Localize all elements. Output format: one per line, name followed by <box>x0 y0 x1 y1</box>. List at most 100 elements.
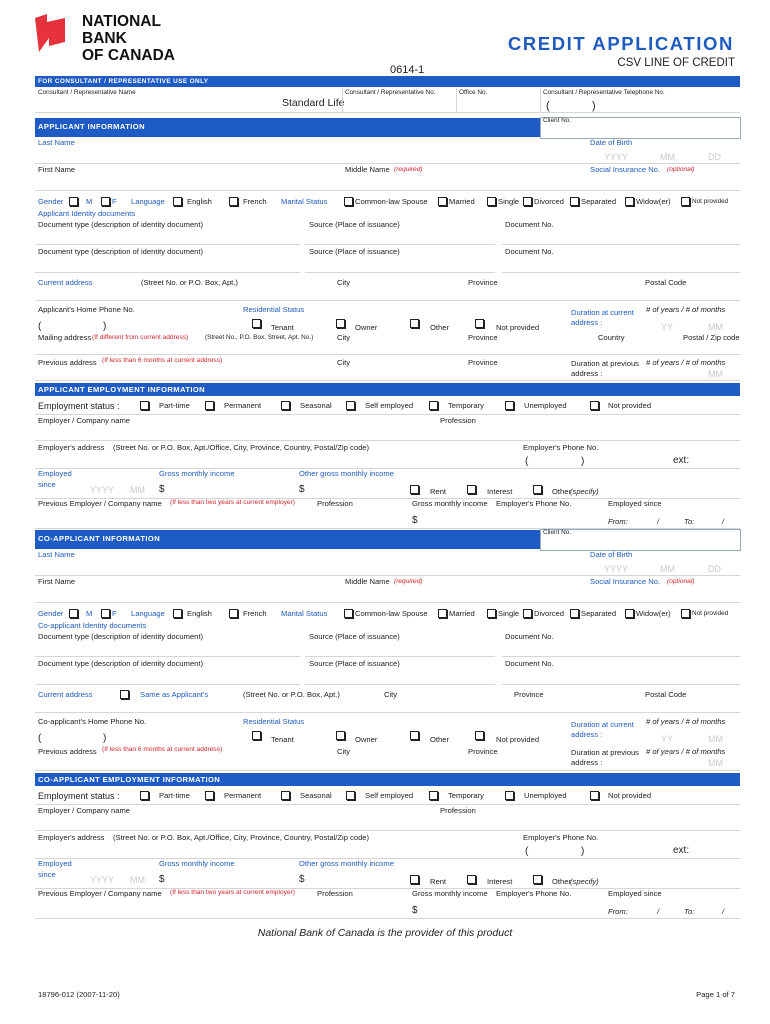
field-line <box>35 712 740 713</box>
marital-options-item: Separated <box>581 609 617 618</box>
checkbox[interactable] <box>410 319 419 328</box>
profession: Profession <box>440 416 476 425</box>
checkbox[interactable] <box>487 609 496 618</box>
date-of-birth: Date of Birth <box>590 550 633 559</box>
checkbox[interactable] <box>101 609 110 618</box>
heading: FOR CONSULTANT / REPRESENTATIVE USE ONLY <box>38 78 209 85</box>
checkbox[interactable] <box>205 791 214 800</box>
section-bar <box>35 773 740 786</box>
other-income-options-item: Interest <box>487 877 513 886</box>
checkbox[interactable] <box>533 485 542 494</box>
checkbox[interactable] <box>173 609 182 618</box>
checkbox[interactable] <box>101 197 110 206</box>
checkbox[interactable] <box>475 731 484 740</box>
checkbox[interactable] <box>281 791 290 800</box>
phone-label: Consultant / Representative Telephone No… <box>543 89 665 96</box>
ext: ext: <box>673 845 690 856</box>
from: From: <box>608 517 628 526</box>
previous-dur-years: YY <box>661 748 674 758</box>
checkbox[interactable] <box>344 197 353 206</box>
checkbox[interactable] <box>410 731 419 740</box>
gross-income: Gross monthly income <box>159 469 235 478</box>
current-address: Current address <box>38 690 93 699</box>
field-divider <box>540 88 541 113</box>
since-year: YYYY <box>90 875 115 885</box>
phone-open: ( <box>38 321 42 332</box>
checkbox[interactable] <box>438 609 447 618</box>
checkbox[interactable] <box>410 875 419 884</box>
status-options-item: Seasonal <box>300 791 332 800</box>
checkbox[interactable] <box>625 609 634 618</box>
checkbox[interactable] <box>570 609 579 618</box>
checkbox[interactable] <box>69 197 78 206</box>
field-line <box>35 804 740 805</box>
province: Province <box>468 278 498 287</box>
residential-options-item: Tenant <box>271 735 294 744</box>
field-divider <box>342 88 343 113</box>
previous-since: Employed since <box>608 889 662 898</box>
field-line <box>35 414 740 415</box>
checkbox[interactable] <box>229 609 238 618</box>
checkbox[interactable] <box>625 197 634 206</box>
previous-employer: Previous Employer / Company name <box>38 889 162 898</box>
form-number: 0614-1 <box>390 64 425 76</box>
current-address: Current address <box>38 278 93 287</box>
checkbox[interactable] <box>505 791 514 800</box>
phone-close: ) <box>581 456 585 467</box>
checkbox[interactable] <box>336 319 345 328</box>
since-year: YYYY <box>90 485 115 495</box>
checkbox[interactable] <box>570 197 579 206</box>
checkbox[interactable] <box>120 690 129 699</box>
checkbox[interactable] <box>281 401 290 410</box>
checkbox[interactable] <box>467 485 476 494</box>
middle-name: Middle Name <box>345 577 390 586</box>
checkbox[interactable] <box>229 197 238 206</box>
field-line <box>35 380 740 381</box>
checkbox[interactable] <box>475 319 484 328</box>
checkbox[interactable] <box>429 791 438 800</box>
checkbox[interactable] <box>523 197 532 206</box>
checkbox[interactable] <box>467 875 476 884</box>
checkbox[interactable] <box>438 197 447 206</box>
checkbox[interactable] <box>533 875 542 884</box>
checkbox[interactable] <box>205 401 214 410</box>
checkbox[interactable] <box>590 401 599 410</box>
name-label: Consultant / Representative Name <box>38 89 136 96</box>
checkbox[interactable] <box>410 485 419 494</box>
checkbox[interactable] <box>173 197 182 206</box>
specify: (specify) <box>570 877 599 886</box>
checkbox[interactable] <box>140 791 149 800</box>
male: M <box>86 197 93 206</box>
checkbox[interactable] <box>590 791 599 800</box>
status-options-item: Temporary <box>448 401 484 410</box>
logo-line: BANK <box>82 30 127 47</box>
mailing-country: Country <box>598 333 625 342</box>
checkbox[interactable] <box>429 401 438 410</box>
checkbox[interactable] <box>346 791 355 800</box>
checkbox[interactable] <box>344 609 353 618</box>
marital-options-item: Married <box>449 609 475 618</box>
checkbox[interactable] <box>487 197 496 206</box>
status-label: Employment status : <box>38 791 120 801</box>
other-income-options-item: Rent <box>430 487 447 496</box>
dob-month: MM <box>660 152 675 162</box>
checkbox[interactable] <box>69 609 78 618</box>
logo-line: NATIONAL <box>82 13 161 30</box>
previous-dur-months: MM <box>708 369 723 379</box>
checkbox[interactable] <box>681 609 690 618</box>
employer-address-hint: (Street No. or P.O. Box, Apt./Office, Ci… <box>113 443 370 452</box>
checkbox[interactable] <box>681 197 690 206</box>
checkbox[interactable] <box>140 401 149 410</box>
checkbox[interactable] <box>336 731 345 740</box>
field-line <box>305 244 495 245</box>
checkbox[interactable] <box>346 401 355 410</box>
checkbox[interactable] <box>252 319 261 328</box>
checkbox[interactable] <box>505 401 514 410</box>
identity-heading: Applicant Identity documents <box>38 209 136 218</box>
checkbox[interactable] <box>252 731 261 740</box>
field-line <box>35 684 300 685</box>
checkbox[interactable] <box>523 609 532 618</box>
since-month: MM <box>130 485 145 495</box>
field-line <box>35 190 740 191</box>
slash-1: / <box>657 517 660 526</box>
